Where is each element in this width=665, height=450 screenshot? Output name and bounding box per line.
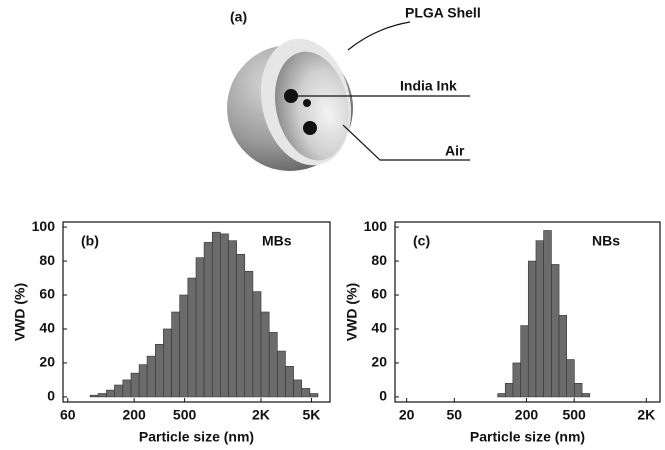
bar <box>211 231 221 398</box>
ink-particle <box>303 121 317 135</box>
bar <box>122 379 132 398</box>
x-tick-label: 5K <box>303 407 321 423</box>
cavity <box>274 51 350 161</box>
bar <box>268 332 278 398</box>
pointer <box>347 21 411 51</box>
x-tick-label: 2K <box>637 407 655 423</box>
x-tick-label: 50 <box>447 407 463 423</box>
bar <box>260 311 270 398</box>
x-tick-label: 200 <box>515 407 539 423</box>
y-axis-label: VWD (%) <box>344 283 360 341</box>
x-axis-label: Particle size (nm) <box>139 429 254 445</box>
bar <box>171 311 180 398</box>
y-tick-label: 40 <box>371 320 387 336</box>
bar <box>520 325 529 398</box>
bar <box>236 253 246 398</box>
bar <box>535 240 544 398</box>
x-tick-label: 20 <box>399 407 415 423</box>
bar <box>551 264 560 398</box>
bar <box>558 315 567 398</box>
bar <box>581 393 591 398</box>
bar <box>228 240 237 398</box>
x-tick-label: 2K <box>252 407 270 423</box>
panel-label: (c) <box>413 233 430 249</box>
y-tick-label: 0 <box>47 388 55 404</box>
y-tick-label: 20 <box>371 354 387 370</box>
diagram-label: Air <box>445 143 465 159</box>
bar <box>195 257 205 398</box>
bar <box>138 364 148 398</box>
panel-label: (a) <box>230 9 247 25</box>
y-tick-label: 60 <box>39 286 55 302</box>
panel-label: (b) <box>81 233 99 249</box>
bar <box>504 383 514 398</box>
plot-frame <box>62 221 331 403</box>
bar <box>244 270 254 398</box>
diagram-label: India Ink <box>400 78 457 94</box>
bar <box>155 343 164 398</box>
microbubble-diagram: (a) PLGA Shell India Ink Air <box>227 5 481 171</box>
bar <box>293 379 303 398</box>
bar <box>220 233 229 398</box>
y-axis-label: VWD (%) <box>12 283 28 341</box>
bar <box>574 383 583 398</box>
bar <box>252 291 262 398</box>
bar <box>309 393 319 398</box>
pointer <box>342 124 470 161</box>
ink-particle <box>284 89 298 103</box>
series-label: MBs <box>262 233 292 249</box>
x-axis-label: Particle size (nm) <box>470 429 585 445</box>
x-tick-label: 500 <box>562 407 586 423</box>
bar <box>130 372 140 398</box>
bar <box>163 328 172 398</box>
bar <box>285 366 294 398</box>
y-tick-label: 80 <box>371 252 387 268</box>
y-tick-label: 40 <box>39 320 55 336</box>
y-tick-label: 0 <box>379 388 387 404</box>
x-tick-label: 200 <box>122 407 146 423</box>
bar <box>566 359 575 398</box>
bar <box>106 389 115 398</box>
bar <box>146 355 156 398</box>
bar <box>512 362 522 398</box>
bar <box>543 230 552 398</box>
ink-particle <box>303 99 311 107</box>
x-tick-label: 500 <box>173 407 197 423</box>
y-tick-label: 80 <box>39 252 55 268</box>
plot-frame <box>394 221 661 403</box>
bar <box>179 294 189 398</box>
y-tick-label: 60 <box>371 286 387 302</box>
x-tick-label: 60 <box>60 407 76 423</box>
bar <box>497 393 506 398</box>
diagram-label: PLGA Shell <box>405 5 481 21</box>
y-tick-label: 100 <box>32 218 56 234</box>
bar <box>97 393 107 398</box>
y-tick-label: 100 <box>364 218 388 234</box>
bar <box>89 394 99 398</box>
y-tick-label: 20 <box>39 354 55 370</box>
bar <box>187 277 197 398</box>
bar <box>203 242 213 398</box>
series-label: NBs <box>592 233 620 249</box>
bar <box>114 384 124 398</box>
bar <box>277 350 286 398</box>
bar <box>527 260 537 398</box>
bar <box>301 388 311 398</box>
